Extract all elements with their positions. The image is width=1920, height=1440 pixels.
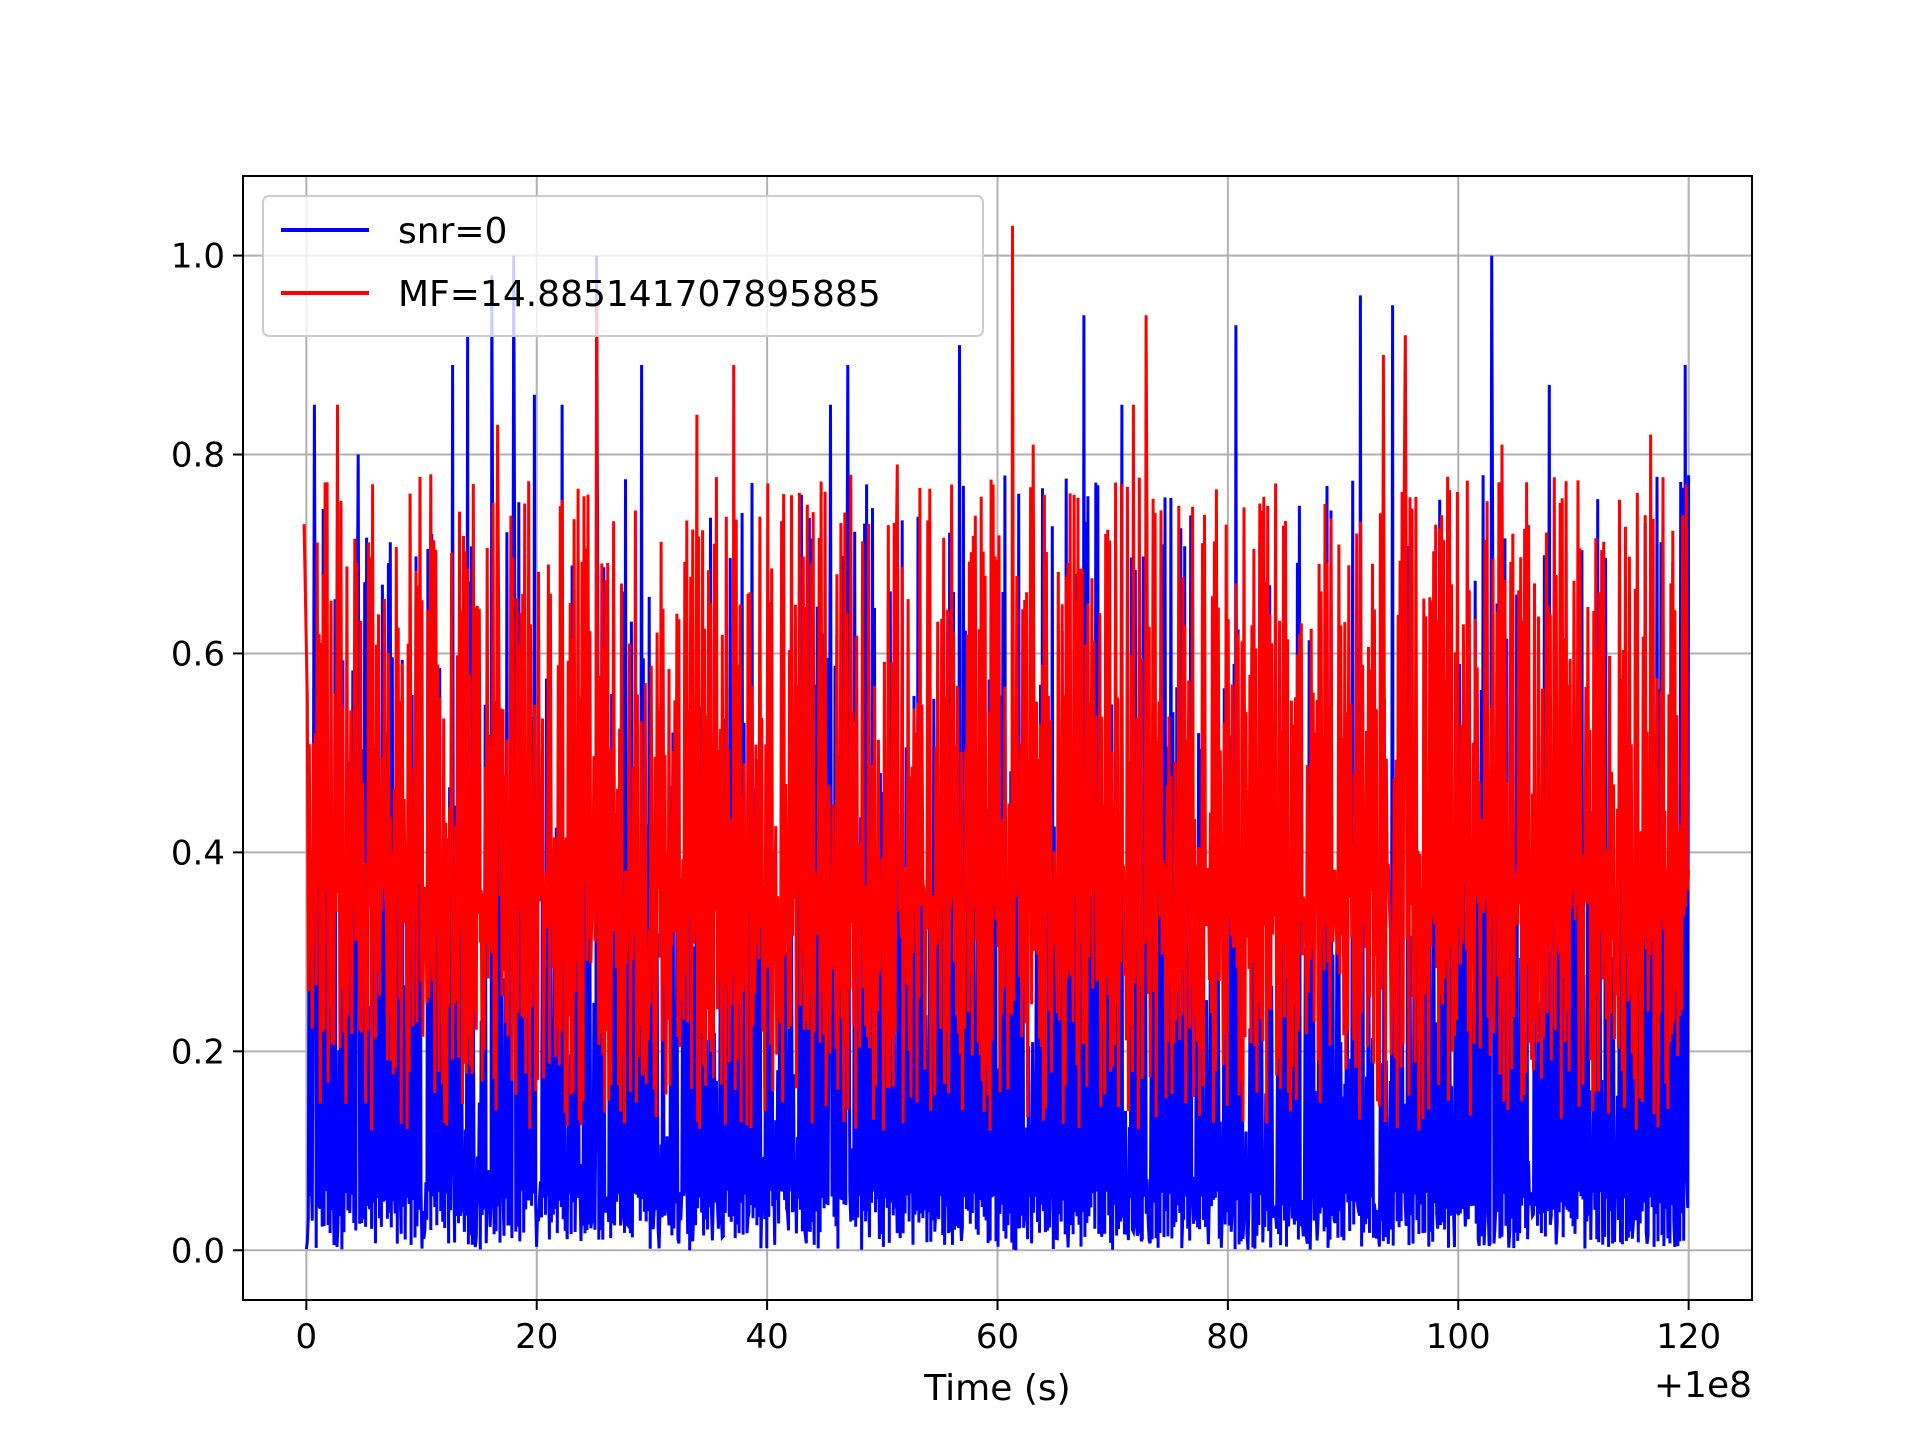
y-tick-label: 1.0 (171, 237, 225, 277)
y-tick-label: 0.4 (171, 833, 225, 873)
legend: snr=0 MF=14.885141707895885 (262, 195, 984, 337)
series-line-0 (304, 255, 1691, 1251)
x-axis-label: Time (s) (923, 1368, 1070, 1409)
legend-label-snr: snr=0 (398, 211, 507, 252)
x-tick-label: 80 (1206, 1317, 1249, 1357)
x-tick-label: 60 (976, 1317, 1019, 1357)
x-tick-label: 100 (1426, 1317, 1491, 1357)
series-line-1 (302, 225, 1691, 1131)
x-tick-label: 0 (296, 1317, 318, 1357)
legend-box (262, 195, 984, 337)
x-tick-label: 120 (1656, 1317, 1721, 1357)
x-axis-offset-label: +1e8 (1654, 1365, 1752, 1406)
y-tick-label: 0.2 (171, 1032, 225, 1072)
legend-label-mf: MF=14.885141707895885 (398, 274, 881, 315)
x-tick-label: 40 (745, 1317, 788, 1357)
axis-ticks: 0 20 40 60 80 100 120 0.0 0.2 0.4 0.6 0.8 1.0 (171, 237, 1721, 1357)
y-tick-label: 0.8 (171, 436, 225, 476)
y-tick-label: 0.6 (171, 634, 225, 674)
y-tick-label: 0.0 (171, 1231, 225, 1271)
x-tick-label: 20 (515, 1317, 558, 1357)
